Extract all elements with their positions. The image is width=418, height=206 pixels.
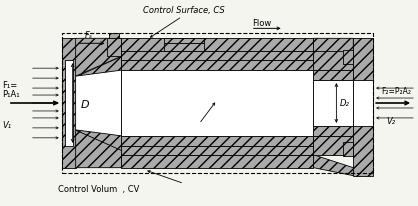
Text: Control Surface, CS: Control Surface, CS (143, 6, 225, 15)
Polygon shape (314, 155, 353, 176)
Bar (121, 146, 314, 155)
Bar (121, 136, 314, 146)
Text: Flow: Flow (252, 19, 271, 28)
Text: P₁A₁: P₁A₁ (2, 90, 20, 99)
Text: F₂=P₂A₂: F₂=P₂A₂ (381, 87, 411, 96)
Polygon shape (314, 38, 353, 64)
Text: Control Volum  , CV: Control Volum , CV (58, 185, 139, 194)
Bar (343, 50, 353, 64)
Bar (353, 38, 373, 176)
Bar (314, 51, 353, 70)
Bar (314, 70, 353, 80)
Bar (164, 38, 204, 43)
Polygon shape (76, 38, 121, 76)
Polygon shape (76, 130, 121, 168)
Text: D: D (80, 100, 89, 110)
Text: D₂: D₂ (339, 99, 349, 108)
Polygon shape (76, 56, 121, 76)
Bar (121, 38, 314, 51)
Text: V₁: V₁ (2, 121, 11, 130)
Text: V₂: V₂ (386, 117, 395, 126)
Bar (110, 33, 120, 38)
Bar (314, 136, 353, 155)
Bar (353, 80, 373, 126)
Bar (121, 70, 314, 136)
Polygon shape (76, 130, 121, 150)
Bar (65, 60, 73, 146)
Bar (314, 126, 353, 136)
Bar (314, 80, 353, 126)
Bar (107, 38, 121, 56)
Bar (62, 33, 373, 173)
Bar (164, 43, 204, 51)
Polygon shape (76, 70, 121, 136)
Bar (121, 155, 314, 168)
Text: Fₛ: Fₛ (84, 31, 92, 40)
Bar (121, 51, 314, 60)
Bar (343, 142, 353, 156)
Bar (62, 38, 76, 168)
Bar (121, 60, 314, 70)
Text: F₁=: F₁= (2, 81, 17, 90)
